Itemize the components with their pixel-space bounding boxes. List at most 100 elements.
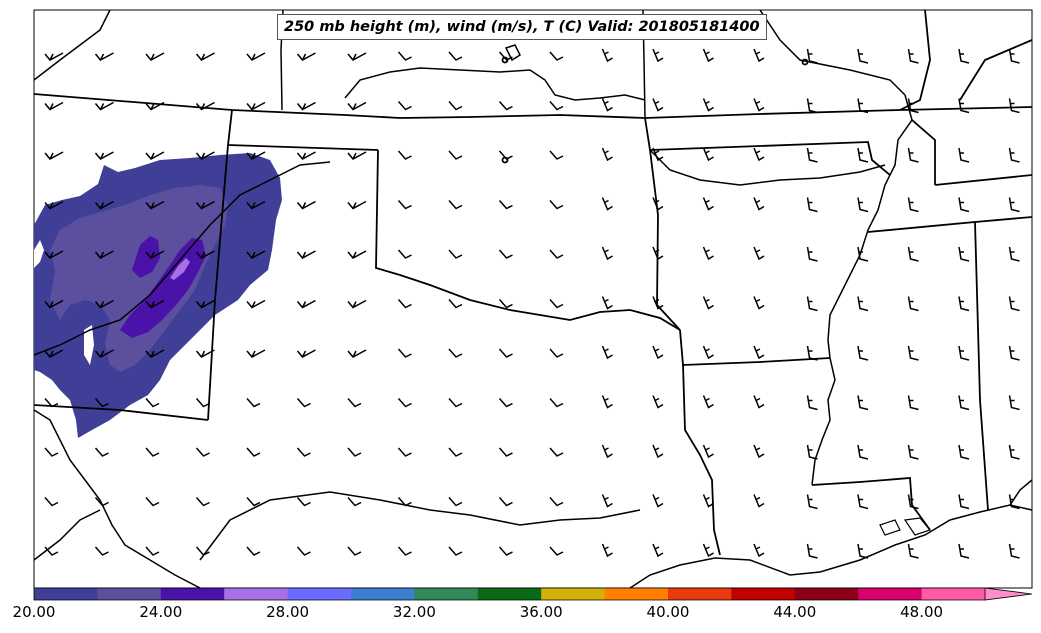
wind-barb <box>702 197 714 211</box>
wind-speed-shading <box>34 153 282 438</box>
wind-barb <box>448 546 463 556</box>
border-nm-tx <box>207 144 229 421</box>
colorbar-swatch <box>858 588 923 600</box>
shade-22-24 <box>50 185 228 372</box>
wind-barb <box>347 398 362 408</box>
wind-barb <box>448 398 463 408</box>
wind-barb <box>347 200 367 210</box>
wind-barb <box>94 398 109 408</box>
wind-barb <box>753 147 765 162</box>
wind-barb <box>347 497 362 507</box>
wind-barb <box>44 398 59 408</box>
wind-barb <box>1008 197 1020 213</box>
wind-barb <box>246 349 266 358</box>
colorbar-extend-arrow <box>984 587 1033 601</box>
wind-barb <box>753 296 765 310</box>
wind-barb <box>601 98 613 112</box>
wind-barb <box>907 48 919 64</box>
wind-barb <box>94 151 114 160</box>
wind-barb <box>448 200 463 210</box>
wind-barb <box>806 345 818 361</box>
border-indiana <box>959 39 1033 101</box>
wind-barb <box>702 345 714 360</box>
wind-barb <box>296 546 311 556</box>
wind-barb <box>907 543 919 559</box>
wind-barb <box>652 345 664 360</box>
wind-barb <box>549 398 564 408</box>
wind-barb <box>652 543 664 558</box>
wind-barb <box>753 543 765 558</box>
wind-barb <box>549 497 564 507</box>
colorbar-tick-label: 32.00 <box>392 603 436 621</box>
wind-barb <box>44 101 64 111</box>
border-nm-south <box>33 404 209 421</box>
wind-barb <box>498 249 513 259</box>
wind-barb <box>549 51 564 61</box>
wind-barb <box>702 444 714 459</box>
wind-barb <box>806 296 818 312</box>
river-platte <box>33 9 111 81</box>
wind-barb <box>246 250 266 259</box>
wind-barb <box>549 101 564 111</box>
wind-barb <box>857 197 869 213</box>
wind-barb <box>702 98 714 112</box>
wind-barb <box>1008 444 1020 460</box>
wind-barb <box>448 101 463 111</box>
wind-barb <box>753 197 765 211</box>
wind-barb <box>753 48 765 63</box>
river-north <box>344 67 646 101</box>
wind-barb <box>246 497 261 507</box>
wind-barb <box>601 197 613 211</box>
wind-barb <box>1008 98 1020 114</box>
wind-barb <box>806 395 818 411</box>
wind-barb <box>347 250 367 259</box>
border-ms-al <box>867 221 989 511</box>
wind-barb <box>195 200 215 210</box>
wind-barb <box>44 497 59 507</box>
shade-gap-2 <box>34 240 44 268</box>
wind-barb <box>195 52 215 61</box>
wind-barb <box>94 546 109 556</box>
wind-barb <box>652 444 664 459</box>
wind-barb <box>1008 147 1020 163</box>
colorbar-tick-label: 36.00 <box>519 603 563 621</box>
wind-barb <box>296 299 316 309</box>
wind-barb <box>145 299 165 309</box>
wind-barb <box>498 447 513 457</box>
wind-barb <box>958 345 970 361</box>
wind-barb <box>195 546 210 556</box>
wind-barb <box>652 246 664 261</box>
border-tx-la <box>682 364 721 556</box>
wind-barbs <box>44 48 1020 559</box>
wind-barb <box>145 349 165 358</box>
wind-barb <box>296 151 316 160</box>
rio-grande <box>33 409 201 589</box>
wind-barb <box>601 296 613 310</box>
wind-barb <box>907 296 919 312</box>
wind-barb <box>448 497 463 507</box>
wind-barb <box>44 200 64 210</box>
wind-barb <box>145 52 165 61</box>
wind-barb <box>549 150 564 160</box>
wind-barb <box>958 296 970 312</box>
wind-barb <box>246 52 266 61</box>
colorbar-swatch <box>541 588 606 600</box>
map-title: 250 mb height (m), wind (m/s), T (C) Val… <box>277 14 767 40</box>
wind-barb <box>549 447 564 457</box>
border-kentucky <box>911 119 936 185</box>
wind-barb <box>806 444 818 460</box>
wind-barb <box>857 48 869 64</box>
wind-barb <box>958 543 970 559</box>
wind-barb <box>448 447 463 457</box>
colorbar-swatch <box>224 588 289 600</box>
wind-barb <box>1008 345 1020 361</box>
wind-barb <box>958 48 970 64</box>
wind-barb <box>498 546 513 556</box>
wind-barb <box>44 151 64 160</box>
border-east <box>974 216 1033 223</box>
wind-barb <box>857 98 869 114</box>
colorbar-swatch <box>794 588 859 600</box>
border-ok-ar <box>644 117 681 331</box>
wind-barb <box>806 48 818 64</box>
colorbar-tick-label: 48.00 <box>900 603 944 621</box>
